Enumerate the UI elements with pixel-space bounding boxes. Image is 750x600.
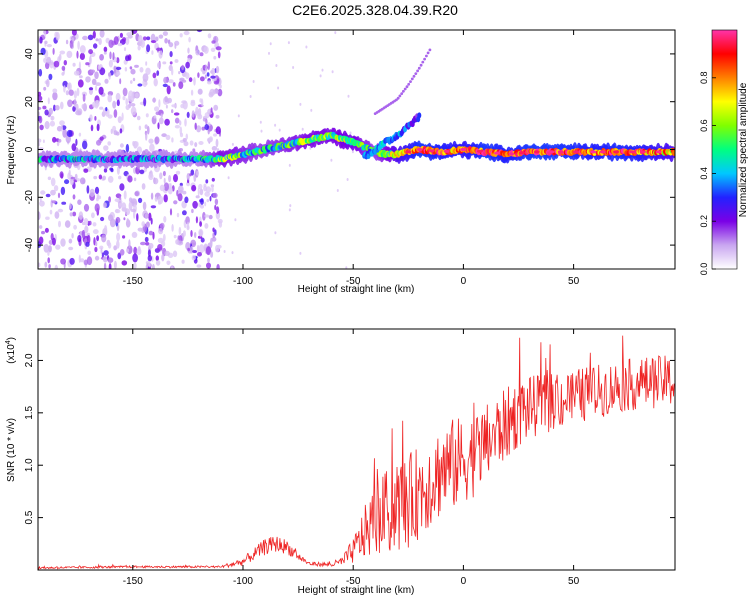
svg-text:(x104): (x104): [5, 337, 17, 364]
spectrogram-x-tick-label: -100: [233, 276, 253, 287]
colorbar-tick-label: 0.8: [699, 72, 709, 85]
colorbar-label: Normalized spectral amplitude: [738, 82, 749, 217]
snr-y-tick-label: 2.0: [24, 353, 35, 367]
snr-plot-area: [38, 329, 675, 570]
snr-x-label: Height of straight line (km): [298, 585, 415, 596]
snr-scale-factor: (x104): [5, 337, 17, 364]
spectrogram-x-tick-label: -50: [346, 276, 361, 287]
snr-x-tick-label: -100: [233, 576, 253, 587]
snr-y-tick-label: 1.5: [24, 405, 35, 419]
snr-x-ticks: -150 -100 -50 0 50: [123, 329, 580, 587]
spectrogram-y-tick-label: 20: [24, 96, 35, 108]
spectrogram-y-tick-label: -40: [24, 237, 35, 252]
snr-y-tick-label: 1.0: [24, 458, 35, 472]
snr-x-tick-label: 0: [461, 576, 467, 587]
spectrogram-y-label: Frequency (Hz): [6, 116, 17, 185]
colorbar-tick-label: 0.6: [699, 119, 709, 132]
colorbar-ticks: 0.0 0.2 0.4 0.6 0.8: [699, 72, 716, 276]
spectrogram-y-ticks: -40 -20 0 20 40: [24, 48, 675, 252]
colorbar-frame: [711, 29, 738, 270]
colorbar-tick-label: 0.0: [699, 263, 709, 276]
colorbar: 0.0 0.2 0.4 0.6 0.8 Normalized spectral ampl…: [699, 29, 749, 276]
snr-y-ticks: 0.5 1.0 1.5 2.0: [24, 353, 675, 525]
spectrogram-panel: -150 -100 -50 0 50 -40 -20 0 20 40 Height of str…: [6, 29, 676, 295]
spectrogram-y-tick-label: 0: [24, 146, 35, 152]
snr-x-tick-label: 50: [568, 576, 580, 587]
snr-series-line: [38, 335, 675, 570]
snr-x-tick-label: -150: [123, 576, 143, 587]
spectrogram-faint-streak: [373, 48, 432, 115]
colorbar-tick-label: 0.4: [699, 167, 709, 180]
snr-frame: [37, 328, 676, 571]
snr-x-tick-label: -50: [346, 576, 361, 587]
spectrogram-ridge: [38, 127, 675, 170]
spectrogram-heatmap: [38, 30, 675, 269]
spectrogram-y-tick-label: -20: [24, 190, 35, 205]
colorbar-tick-label: 0.2: [699, 215, 709, 228]
spectrogram-y-tick-label: 40: [24, 48, 35, 60]
chart-title: C2E6.2025.328.04.39.R20: [292, 2, 458, 18]
spectrogram-x-tick-label: 50: [568, 276, 580, 287]
snr-y-label: SNR (10 * v/v): [6, 418, 17, 482]
snr-panel: -150 -100 -50 0 50 0.5 1.0 1.5 2.0 Height of st…: [5, 328, 676, 596]
snr-y-tick-label: 0.5: [24, 510, 35, 524]
spectrogram-x-tick-label: 0: [461, 276, 467, 287]
spectrogram-branch: [362, 112, 422, 160]
spectrogram-x-tick-label: -150: [123, 276, 143, 287]
spectrogram-x-label: Height of straight line (km): [298, 284, 415, 295]
colorbar-gradient: [712, 30, 737, 269]
spectrogram-x-ticks: -150 -100 -50 0 50: [123, 30, 580, 287]
